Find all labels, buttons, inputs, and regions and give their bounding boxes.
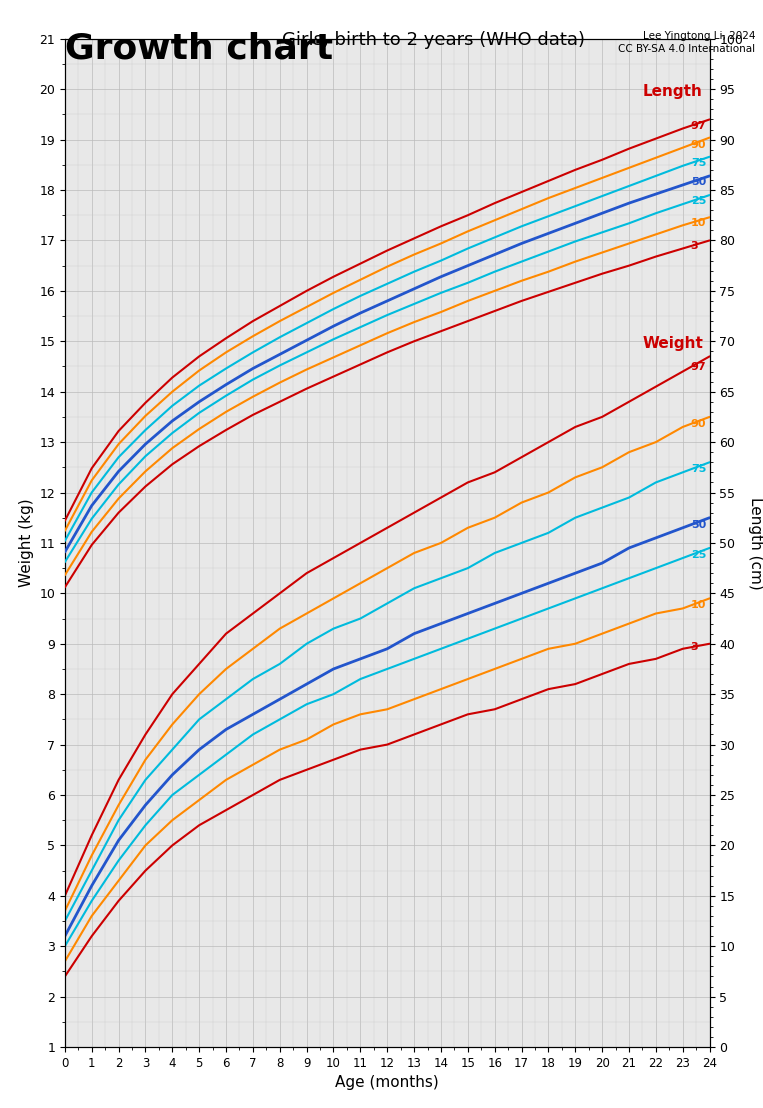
Text: 50: 50 bbox=[691, 520, 706, 530]
Text: 25: 25 bbox=[691, 196, 707, 206]
Text: 10: 10 bbox=[691, 601, 707, 611]
Text: Length: Length bbox=[642, 84, 702, 99]
Text: 97: 97 bbox=[691, 121, 707, 131]
Text: 90: 90 bbox=[691, 419, 707, 429]
Text: 75: 75 bbox=[691, 158, 707, 168]
Text: Weight: Weight bbox=[642, 336, 703, 351]
Text: 3: 3 bbox=[691, 643, 698, 653]
Y-axis label: Weight (kg): Weight (kg) bbox=[19, 499, 34, 587]
Text: 97: 97 bbox=[691, 362, 707, 372]
Text: 90: 90 bbox=[691, 140, 707, 150]
Text: Lee Yingtong Li, 2024
CC BY-SA 4.0 International: Lee Yingtong Li, 2024 CC BY-SA 4.0 Inter… bbox=[618, 31, 755, 54]
Text: 50: 50 bbox=[691, 177, 706, 187]
Text: Growth chart: Growth chart bbox=[65, 31, 333, 65]
Text: Girls, birth to 2 years (WHO data): Girls, birth to 2 years (WHO data) bbox=[282, 31, 585, 49]
Text: 75: 75 bbox=[691, 464, 707, 474]
Text: 25: 25 bbox=[691, 550, 707, 560]
X-axis label: Age (months): Age (months) bbox=[336, 1076, 439, 1090]
Text: 10: 10 bbox=[691, 218, 707, 228]
Y-axis label: Length (cm): Length (cm) bbox=[748, 496, 763, 589]
Text: 3: 3 bbox=[691, 242, 698, 252]
